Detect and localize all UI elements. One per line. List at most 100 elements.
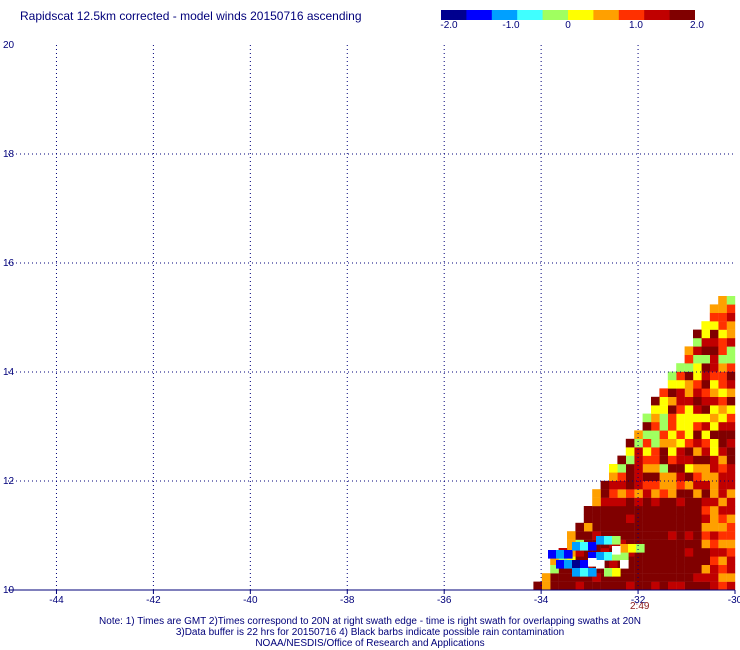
wind-cell <box>550 573 559 582</box>
wind-cell <box>726 413 736 423</box>
wind-cell <box>625 464 635 473</box>
wind-cell <box>701 405 710 414</box>
wind-cell <box>676 447 685 456</box>
wind-cell <box>567 581 576 591</box>
wind-cell <box>701 497 710 507</box>
wind-cell <box>659 388 668 397</box>
wind-cell <box>684 497 694 507</box>
wind-cell <box>659 396 668 406</box>
wind-cell <box>600 514 610 523</box>
wind-cell <box>693 464 702 473</box>
wind-cell <box>726 522 736 532</box>
wind-cell <box>676 548 685 557</box>
no-data-cell <box>596 560 605 569</box>
wind-cell <box>726 354 736 364</box>
wind-cell <box>564 550 573 559</box>
colorbar-segment <box>682 10 688 20</box>
wind-cell <box>718 522 727 532</box>
wind-cell <box>617 514 626 523</box>
wind-cell <box>609 464 618 473</box>
wind-cell <box>718 455 727 465</box>
wind-cell <box>609 472 618 481</box>
wind-cell <box>693 455 702 465</box>
swath-time-label: 2:49 <box>630 601 650 612</box>
wind-cell <box>684 472 694 481</box>
wind-cell <box>709 388 719 397</box>
wind-cell <box>676 539 685 549</box>
wind-cell <box>718 573 727 582</box>
wind-cell <box>709 522 719 532</box>
wind-cell <box>693 380 702 389</box>
wind-cell <box>625 573 635 582</box>
wind-cell <box>684 539 694 549</box>
wind-cell <box>709 321 719 330</box>
wind-cell <box>701 321 710 330</box>
wind-cell <box>659 531 668 540</box>
x-tick-label: -34 <box>534 595 549 606</box>
wind-cell <box>718 548 727 557</box>
wind-cell <box>693 539 702 549</box>
colorbar-segment <box>500 10 506 20</box>
wind-cell <box>667 573 677 582</box>
wind-cell <box>709 304 719 313</box>
colorbar-segment <box>559 10 565 20</box>
wind-cell <box>651 548 660 557</box>
wind-cell <box>642 438 652 448</box>
wind-cell <box>651 422 660 431</box>
wind-cell <box>651 396 660 406</box>
wind-cell <box>676 581 685 591</box>
wind-cell <box>592 573 601 582</box>
wind-cell <box>617 489 626 498</box>
wind-cell <box>676 480 685 490</box>
wind-cell <box>642 539 652 549</box>
wind-cell <box>600 556 610 565</box>
wind-cell <box>709 464 719 473</box>
wind-cell <box>642 413 652 423</box>
wind-cell <box>617 497 626 507</box>
wind-cell <box>667 548 677 557</box>
wind-cell <box>580 568 589 577</box>
y-tick-label: 10 <box>3 585 15 596</box>
colorbar-segment <box>487 10 493 20</box>
wind-cell <box>634 539 643 549</box>
wind-cell <box>684 388 694 397</box>
wind-cell <box>604 568 613 577</box>
colorbar <box>441 10 695 20</box>
wind-cell <box>701 329 710 339</box>
wind-cell <box>600 480 610 490</box>
wind-cell <box>651 489 660 498</box>
wind-cell <box>693 329 702 339</box>
wind-cell <box>588 552 597 561</box>
wind-cell <box>642 514 652 523</box>
axis-ticks: -44 -42 -40 -38 -36 -34 -32 -30 20 18 16 14 12 10 <box>3 40 740 606</box>
wind-cell <box>625 514 635 523</box>
wind-cell <box>642 472 652 481</box>
wind-cell <box>676 371 685 381</box>
no-data-cell <box>588 558 597 567</box>
wind-cell <box>726 338 736 347</box>
wind-cell <box>726 489 736 498</box>
wind-cell <box>609 497 618 507</box>
wind-cell <box>609 556 618 565</box>
wind-cell <box>600 573 610 582</box>
wind-cell <box>667 564 677 574</box>
x-tick-label: -36 <box>437 595 452 606</box>
wind-cell <box>667 539 677 549</box>
wind-cell <box>709 548 719 557</box>
wind-cell <box>709 371 719 381</box>
colorbar-segment <box>529 10 535 20</box>
colorbar-label-pos1: 1.0 <box>629 20 643 31</box>
wind-cell <box>651 413 660 423</box>
wind-cell <box>628 544 637 553</box>
colorbar-segment <box>623 10 628 20</box>
colorbar-segment <box>496 10 501 20</box>
colorbar-segment <box>453 10 459 20</box>
wind-cell <box>693 556 702 565</box>
wind-cell <box>583 581 593 591</box>
wind-cell <box>684 363 694 372</box>
wind-cell <box>651 522 660 532</box>
wind-cell <box>684 455 694 465</box>
colorbar-segment <box>534 10 539 20</box>
wind-cell <box>676 531 685 540</box>
wind-cell <box>684 413 694 423</box>
